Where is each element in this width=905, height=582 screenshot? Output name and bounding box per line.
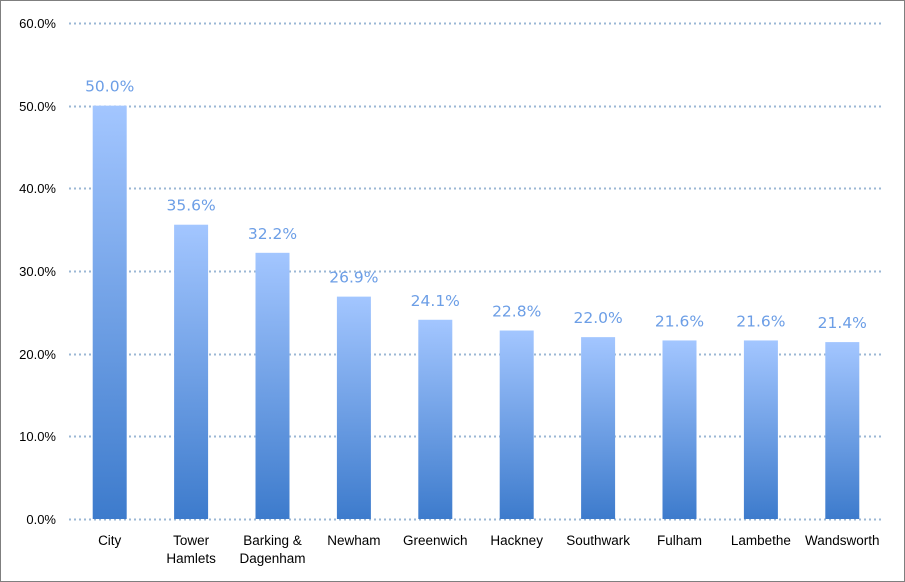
bar-5 <box>499 330 534 519</box>
x-tick-label-4: Greenwich <box>403 533 468 548</box>
data-label-6: 22.0% <box>573 309 622 327</box>
data-label-4: 24.1% <box>411 292 460 310</box>
data-label-8: 21.6% <box>736 312 785 330</box>
x-tick-label-8: Lambethe <box>731 533 791 548</box>
y-tick-label-0: 0.0% <box>26 512 56 527</box>
data-label-0: 50.0% <box>85 78 134 96</box>
x-tick-label-1: Tower Hamlets <box>166 533 216 566</box>
data-label-1: 35.6% <box>166 197 215 215</box>
data-label-9: 21.4% <box>818 314 867 332</box>
data-labels: 50.0% 35.6% 32.2% 26.9% 24.1% 22.8% 22.0% 21.6%… <box>85 78 867 332</box>
x-tick-label-9: Wandsworth <box>805 533 880 548</box>
y-tick-label-5: 50.0% <box>19 99 56 114</box>
bar-3 <box>336 296 371 519</box>
bar-0 <box>92 105 127 520</box>
bar-9 <box>825 342 860 519</box>
x-tick-label-3: Newham <box>327 533 380 548</box>
bar-6 <box>581 337 616 519</box>
y-axis-ticks: 0.0% 10.0% 20.0% 30.0% 40.0% 50.0% 60.0% <box>19 16 56 527</box>
x-tick-label-2: Barking & Dagenham <box>239 533 305 566</box>
bar-1 <box>174 224 209 519</box>
data-label-7: 21.6% <box>655 312 704 330</box>
bars <box>92 105 860 520</box>
data-label-2: 32.2% <box>248 225 297 243</box>
x-tick-label-6: Southwark <box>566 533 630 548</box>
y-tick-label-6: 60.0% <box>19 16 56 31</box>
bar-4 <box>418 319 453 519</box>
bar-7 <box>662 340 697 519</box>
x-axis-labels: City Tower Hamlets Barking & Dagenham Newham G… <box>98 533 879 566</box>
data-label-3: 26.9% <box>329 269 378 287</box>
y-tick-label-1: 10.0% <box>19 429 56 444</box>
bar-8 <box>743 340 778 519</box>
y-tick-label-3: 30.0% <box>19 264 56 279</box>
bar-2 <box>255 252 290 519</box>
x-tick-label-7: Fulham <box>657 533 702 548</box>
x-tick-label-0: City <box>98 533 121 548</box>
y-tick-label-2: 20.0% <box>19 347 56 362</box>
y-tick-label-4: 40.0% <box>19 181 56 196</box>
x-tick-label-5: Hackney <box>490 533 543 548</box>
data-label-5: 22.8% <box>492 303 541 321</box>
